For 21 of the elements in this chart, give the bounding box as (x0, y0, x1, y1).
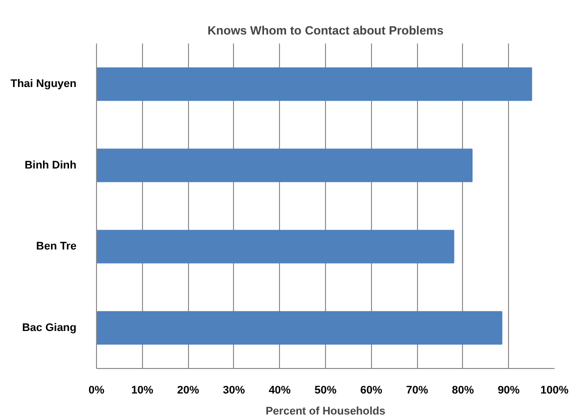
x-tick-label: 30% (222, 384, 246, 396)
y-tick-label: Binh Dinh (24, 159, 77, 172)
x-tick-label: 0% (88, 384, 105, 396)
x-tick-label: 100% (540, 384, 569, 396)
y-tick-label: Ben Tre (36, 240, 77, 253)
x-tick-label: 20% (177, 384, 200, 396)
chart-title: Knows Whom to Contact about Problems (208, 24, 444, 38)
x-tick-label: 40% (268, 384, 291, 396)
y-tick-label: Thai Nguyen (10, 78, 77, 90)
x-axis-title: Percent of Households (266, 406, 386, 418)
bar (96, 148, 473, 182)
bar (96, 67, 532, 101)
x-tick-label: 90% (498, 384, 520, 396)
x-tick-label: 80% (452, 384, 474, 396)
x-tick-label: 70% (406, 384, 428, 396)
x-tick-label: 10% (131, 384, 154, 396)
bar (96, 230, 454, 264)
x-tick-label: 60% (360, 384, 383, 396)
bar (96, 311, 502, 345)
x-tick-label: 50% (314, 384, 337, 396)
y-tick-label: Bac Giang (22, 322, 76, 334)
